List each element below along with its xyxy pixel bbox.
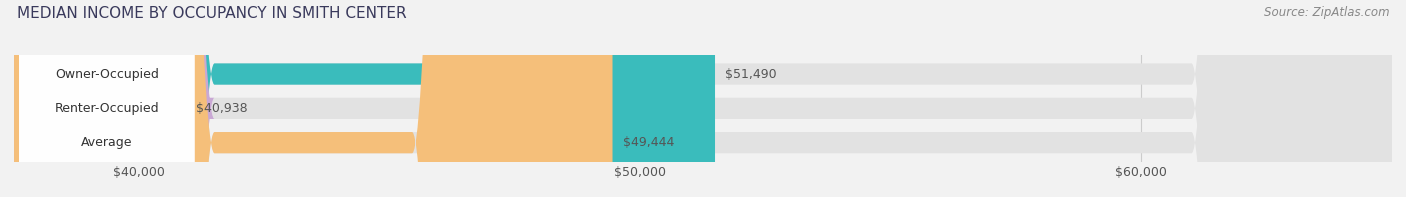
Text: Owner-Occupied: Owner-Occupied [55,68,159,81]
Text: Average: Average [82,136,132,149]
Text: $49,444: $49,444 [623,136,673,149]
FancyBboxPatch shape [14,0,716,197]
Text: $51,490: $51,490 [725,68,776,81]
FancyBboxPatch shape [20,0,194,197]
FancyBboxPatch shape [20,0,194,197]
FancyBboxPatch shape [20,0,194,197]
FancyBboxPatch shape [14,0,613,197]
FancyBboxPatch shape [14,0,1392,197]
FancyBboxPatch shape [14,0,1392,197]
FancyBboxPatch shape [14,0,1392,197]
Text: $40,938: $40,938 [197,102,247,115]
Text: MEDIAN INCOME BY OCCUPANCY IN SMITH CENTER: MEDIAN INCOME BY OCCUPANCY IN SMITH CENT… [17,6,406,21]
FancyBboxPatch shape [0,0,215,197]
Text: Renter-Occupied: Renter-Occupied [55,102,159,115]
Text: Source: ZipAtlas.com: Source: ZipAtlas.com [1264,6,1389,19]
